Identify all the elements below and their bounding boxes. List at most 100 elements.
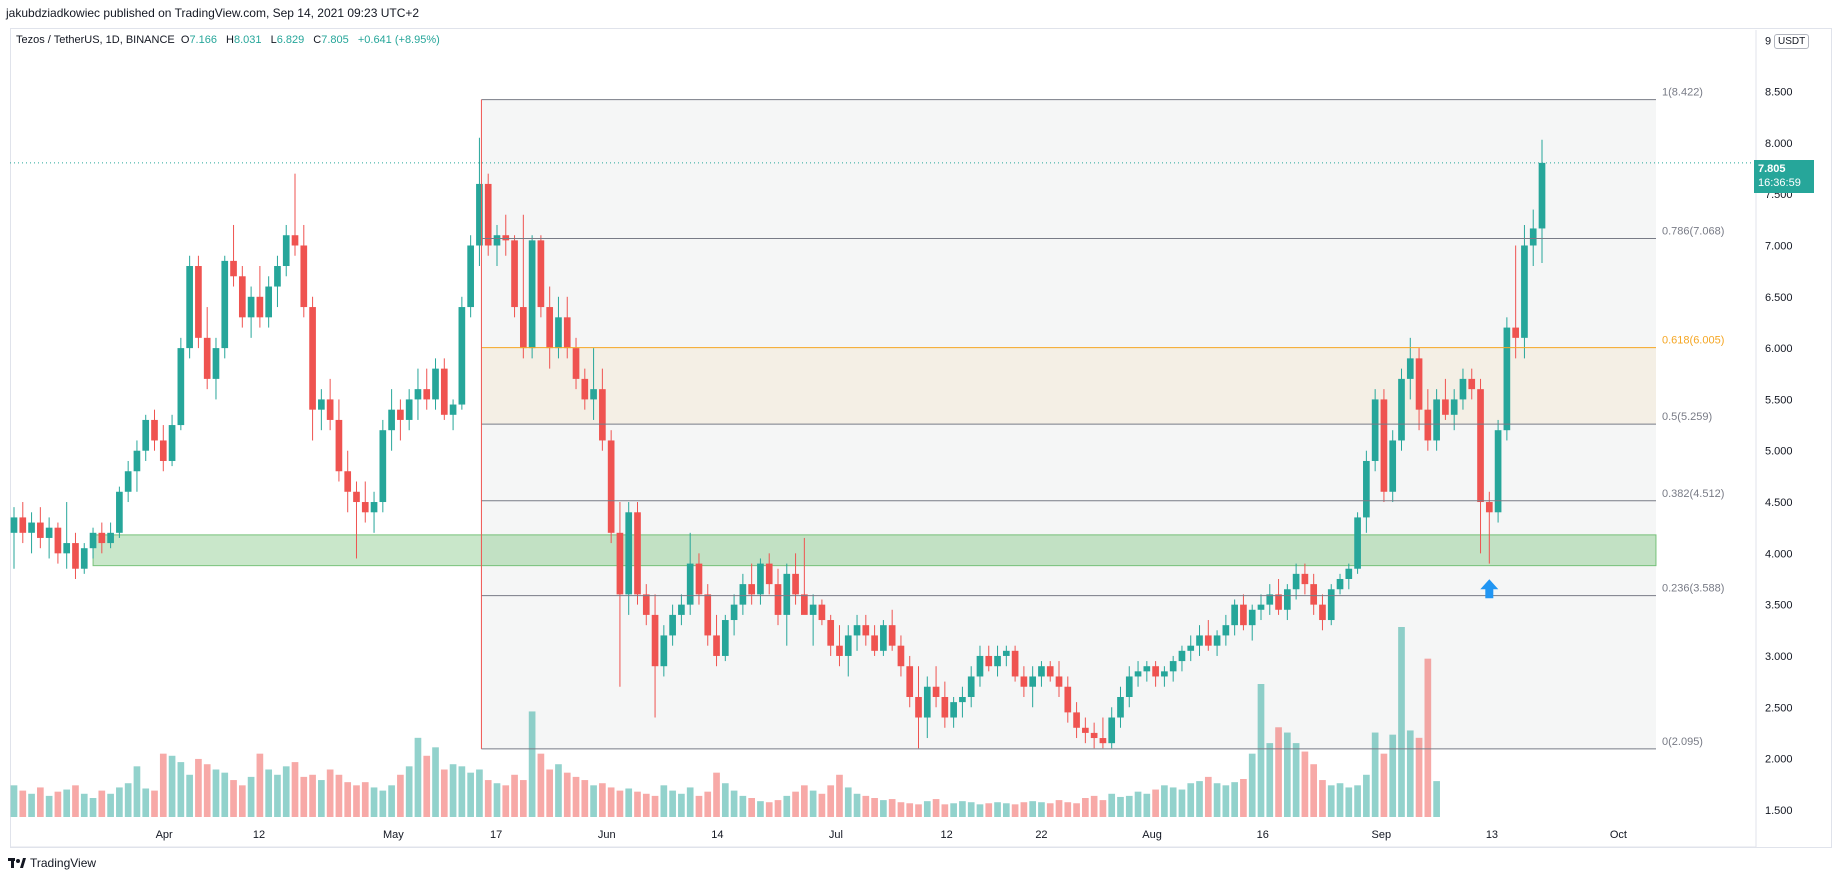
candle-body xyxy=(423,389,431,400)
candle-body xyxy=(853,625,861,636)
price-tick-label: 1.500 xyxy=(1765,805,1793,817)
volume-bar xyxy=(1204,776,1212,817)
candle-body xyxy=(80,548,88,569)
candle-body xyxy=(247,296,255,318)
volume-bars xyxy=(10,627,1440,817)
volume-bar xyxy=(765,802,773,817)
volume-bar xyxy=(502,785,510,817)
candle-body xyxy=(563,317,571,349)
candle-body xyxy=(1002,650,1010,656)
candle-body xyxy=(1494,430,1502,513)
candle xyxy=(476,137,483,267)
volume-bar xyxy=(669,790,676,817)
candle-body xyxy=(1538,162,1546,229)
candle-body xyxy=(335,419,343,472)
currency-badge[interactable]: USDT xyxy=(1774,34,1810,49)
time-tick-label: Jul xyxy=(829,829,843,841)
candle xyxy=(493,224,501,267)
candle xyxy=(1134,661,1142,687)
volume-bar xyxy=(801,785,808,817)
candle-body xyxy=(511,240,518,308)
candle xyxy=(1257,594,1265,621)
candle xyxy=(159,425,167,472)
candle xyxy=(186,255,193,359)
candle xyxy=(282,224,290,277)
volume-bar xyxy=(686,787,694,817)
candle-body xyxy=(89,532,97,549)
volume-bar xyxy=(1152,789,1159,817)
volume-bar xyxy=(151,790,158,817)
volume-bar xyxy=(888,799,896,817)
candle xyxy=(923,676,931,739)
candle xyxy=(730,594,738,636)
volume-bar xyxy=(397,774,404,817)
candle-body xyxy=(757,563,764,595)
candle-body xyxy=(37,522,44,538)
candle-body xyxy=(10,517,18,533)
candle xyxy=(124,460,132,503)
volume-bar xyxy=(1424,658,1432,817)
candle-body xyxy=(519,307,527,349)
candle-body xyxy=(801,594,808,615)
candle xyxy=(274,255,281,308)
volume-bar xyxy=(871,798,878,817)
time-tick-label: Apr xyxy=(156,829,173,841)
volume-bar xyxy=(1310,764,1318,817)
volume-bar xyxy=(599,783,606,817)
volume-bar xyxy=(1301,751,1309,817)
candle xyxy=(528,235,536,359)
volume-bar xyxy=(28,793,35,817)
fib-label: 0.786(7.068) xyxy=(1662,226,1724,238)
change-value: +0.641 (+8.95%) xyxy=(357,34,440,46)
fib-label: 0.5(5.259) xyxy=(1662,411,1712,423)
candle xyxy=(230,224,237,287)
candle xyxy=(704,584,712,646)
volume-bar xyxy=(792,791,799,817)
candle-body xyxy=(72,543,79,569)
candle-body xyxy=(686,563,694,605)
volume-bar xyxy=(774,800,782,817)
price-axis: 98.5008.0007.5007.0006.5006.0005.5005.00… xyxy=(1755,30,1793,847)
candle-body xyxy=(730,604,738,621)
candle xyxy=(985,645,993,672)
fib-label: 1(8.422) xyxy=(1662,87,1703,99)
volume-bar xyxy=(1371,732,1379,817)
candle-body xyxy=(704,594,712,636)
candle xyxy=(326,378,334,431)
candle xyxy=(19,502,27,544)
volume-bar xyxy=(1064,802,1072,817)
price-tick-label: 4.000 xyxy=(1765,548,1793,560)
candle xyxy=(1319,594,1326,631)
footer-brand[interactable]: TradingView xyxy=(8,856,96,870)
candle-body xyxy=(941,696,949,718)
candle xyxy=(572,337,580,390)
candle-body xyxy=(256,296,264,318)
candle-body xyxy=(1283,589,1291,610)
candle xyxy=(590,348,597,420)
candle-body xyxy=(168,425,176,461)
candle xyxy=(888,609,896,651)
candle-body xyxy=(581,378,589,400)
candle xyxy=(739,573,747,615)
volume-bar xyxy=(642,793,650,817)
volume-bar xyxy=(493,783,501,817)
candle-body xyxy=(1231,604,1238,626)
candle-body xyxy=(1301,573,1309,585)
volume-bar xyxy=(37,787,44,817)
candle-body xyxy=(1196,635,1203,646)
candle xyxy=(1090,722,1098,749)
volume-bar xyxy=(1415,737,1423,817)
candle xyxy=(1143,661,1151,682)
candle xyxy=(1503,317,1511,441)
candle xyxy=(388,389,395,451)
candle-body xyxy=(1398,378,1405,441)
candle-body xyxy=(186,266,193,349)
fib-label: 0(2.095) xyxy=(1662,736,1703,748)
volume-bar xyxy=(186,774,193,817)
candle-body xyxy=(133,450,141,472)
volume-bar xyxy=(221,772,229,817)
candle xyxy=(555,296,562,359)
price-tick-label: 8.000 xyxy=(1765,138,1793,150)
volume-bar xyxy=(1398,627,1405,817)
